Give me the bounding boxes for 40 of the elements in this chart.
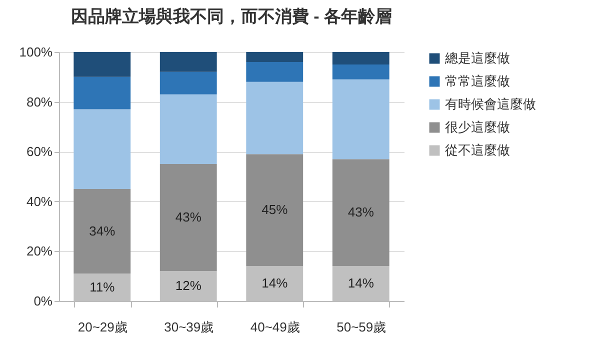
x-tick-label: 50~59歲: [336, 320, 386, 334]
legend-label: 有時候會這麼做: [445, 96, 536, 112]
data-label: 45%: [262, 202, 288, 218]
data-label: 14%: [348, 276, 374, 291]
bar: [246, 52, 304, 62]
bar: [74, 76, 131, 110]
bar: [332, 79, 390, 160]
y-tick-label: 40%: [26, 194, 53, 209]
bar: [160, 164, 217, 272]
y-tick-label: 100%: [19, 44, 53, 60]
bar: [74, 109, 131, 189]
bar: [160, 72, 217, 94]
bar: [332, 64, 390, 80]
data-label: 11%: [90, 279, 116, 294]
data-label: 34%: [89, 223, 116, 238]
data-label: 12%: [175, 278, 202, 294]
bar: [246, 154, 304, 266]
bar: [74, 52, 131, 77]
legend-label: 總是這麼做: [444, 50, 510, 66]
data-label: 14%: [262, 276, 288, 291]
bar: [332, 52, 390, 64]
bar: [160, 94, 217, 164]
x-tick-label: 20~29歲: [78, 320, 128, 334]
y-tick-label: 80%: [26, 94, 53, 110]
y-tick-label: 60%: [26, 144, 53, 160]
bar: [332, 159, 390, 266]
bar: [246, 62, 304, 82]
x-tick-label: 40~49歲: [250, 320, 300, 334]
bar: [246, 82, 304, 154]
data-label: 43%: [175, 210, 202, 225]
bar: [74, 188, 131, 274]
y-tick-label: 0%: [34, 294, 53, 308]
data-label: 43%: [348, 204, 374, 220]
legend-label: 從不這麼做: [445, 142, 510, 158]
legend-label: 常常這麼做: [445, 74, 510, 88]
y-tick-label: 20%: [26, 244, 53, 259]
bar: [160, 52, 217, 72]
legend-label: 很少這麼做: [445, 120, 510, 134]
x-tick-label: 30~39歲: [164, 320, 214, 334]
chart-title: 因品牌立場與我不同，而不消費 - 各年齡層: [70, 7, 392, 26]
